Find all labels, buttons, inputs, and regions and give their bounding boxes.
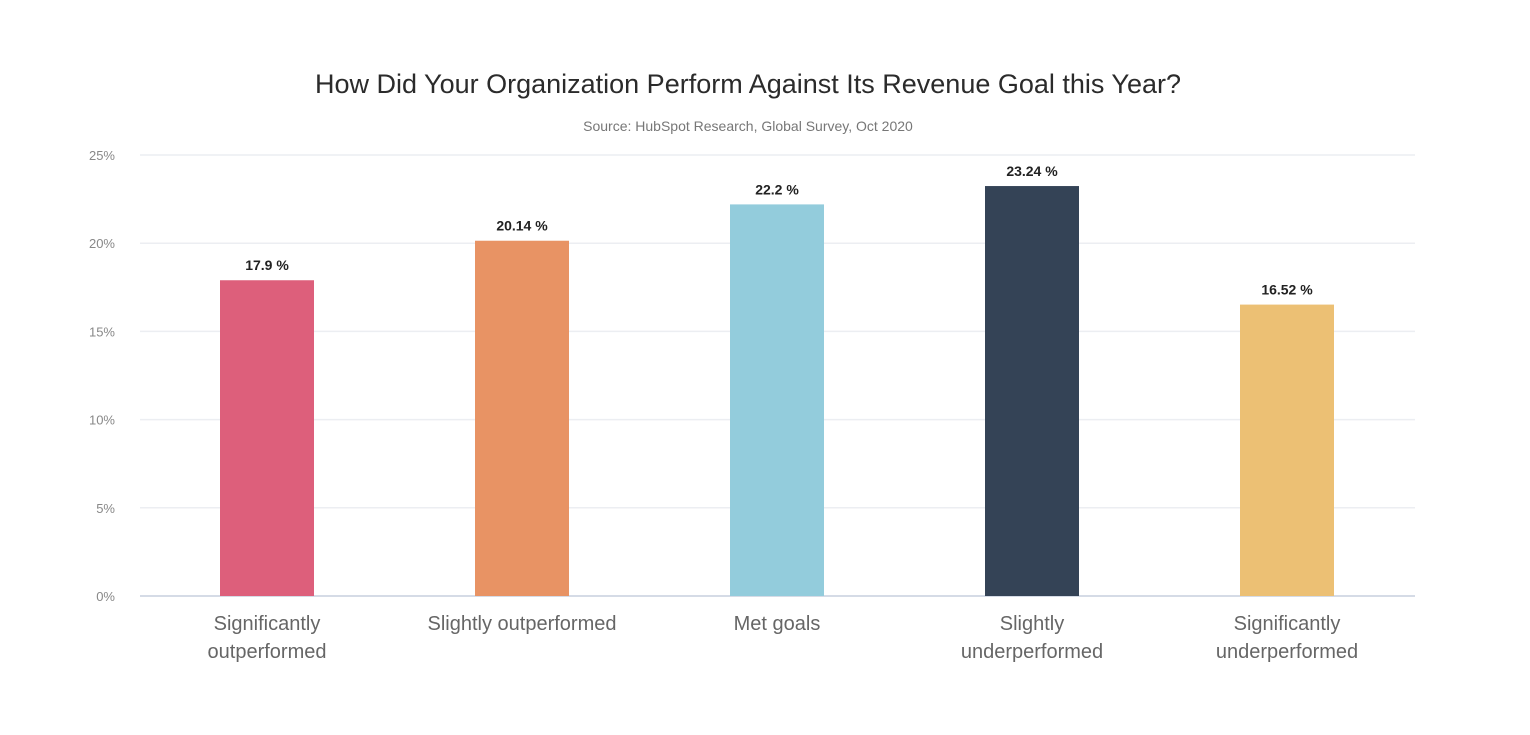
bar [475, 240, 569, 596]
chart-title: How Did Your Organization Perform Agains… [315, 69, 1181, 99]
x-tick-label-line: underperformed [1216, 641, 1358, 663]
chart-subtitle: Source: HubSpot Research, Global Survey,… [583, 118, 913, 134]
x-tick-label-line: Slightly [1000, 613, 1064, 635]
bar [1240, 304, 1334, 596]
x-tick-label: Slightly underperformed [961, 613, 1103, 663]
x-tick-label: Significantly underperformed [1216, 613, 1358, 663]
data-label: 23.24 % [1006, 163, 1058, 179]
x-tick-label-line: Met goals [734, 613, 821, 635]
y-tick-label: 25% [89, 148, 115, 163]
y-tick-label: 10% [89, 413, 115, 428]
data-label: 22.2 % [755, 181, 799, 197]
data-label: 16.52 % [1261, 282, 1313, 298]
bar [220, 280, 314, 596]
x-tick-label-line: outperformed [208, 641, 327, 663]
x-tick-label: Slightly outperformed [428, 613, 617, 635]
y-tick-label: 5% [96, 501, 115, 516]
y-tick-label: 20% [89, 236, 115, 251]
x-tick-label: Met goals [734, 613, 821, 635]
y-tick-label: 15% [89, 324, 115, 339]
y-tick-label: 0% [96, 589, 115, 604]
bar [985, 186, 1079, 597]
x-tick-label: Significantly outperformed [208, 613, 327, 663]
bar [730, 204, 824, 596]
x-tick-label-line: Slightly outperformed [428, 613, 617, 635]
x-tick-label-line: Significantly [214, 613, 321, 635]
data-label: 17.9 % [245, 257, 289, 273]
x-tick-label-line: underperformed [961, 641, 1103, 663]
data-label: 20.14 % [496, 218, 548, 234]
x-tick-label-line: Significantly [1234, 613, 1341, 635]
